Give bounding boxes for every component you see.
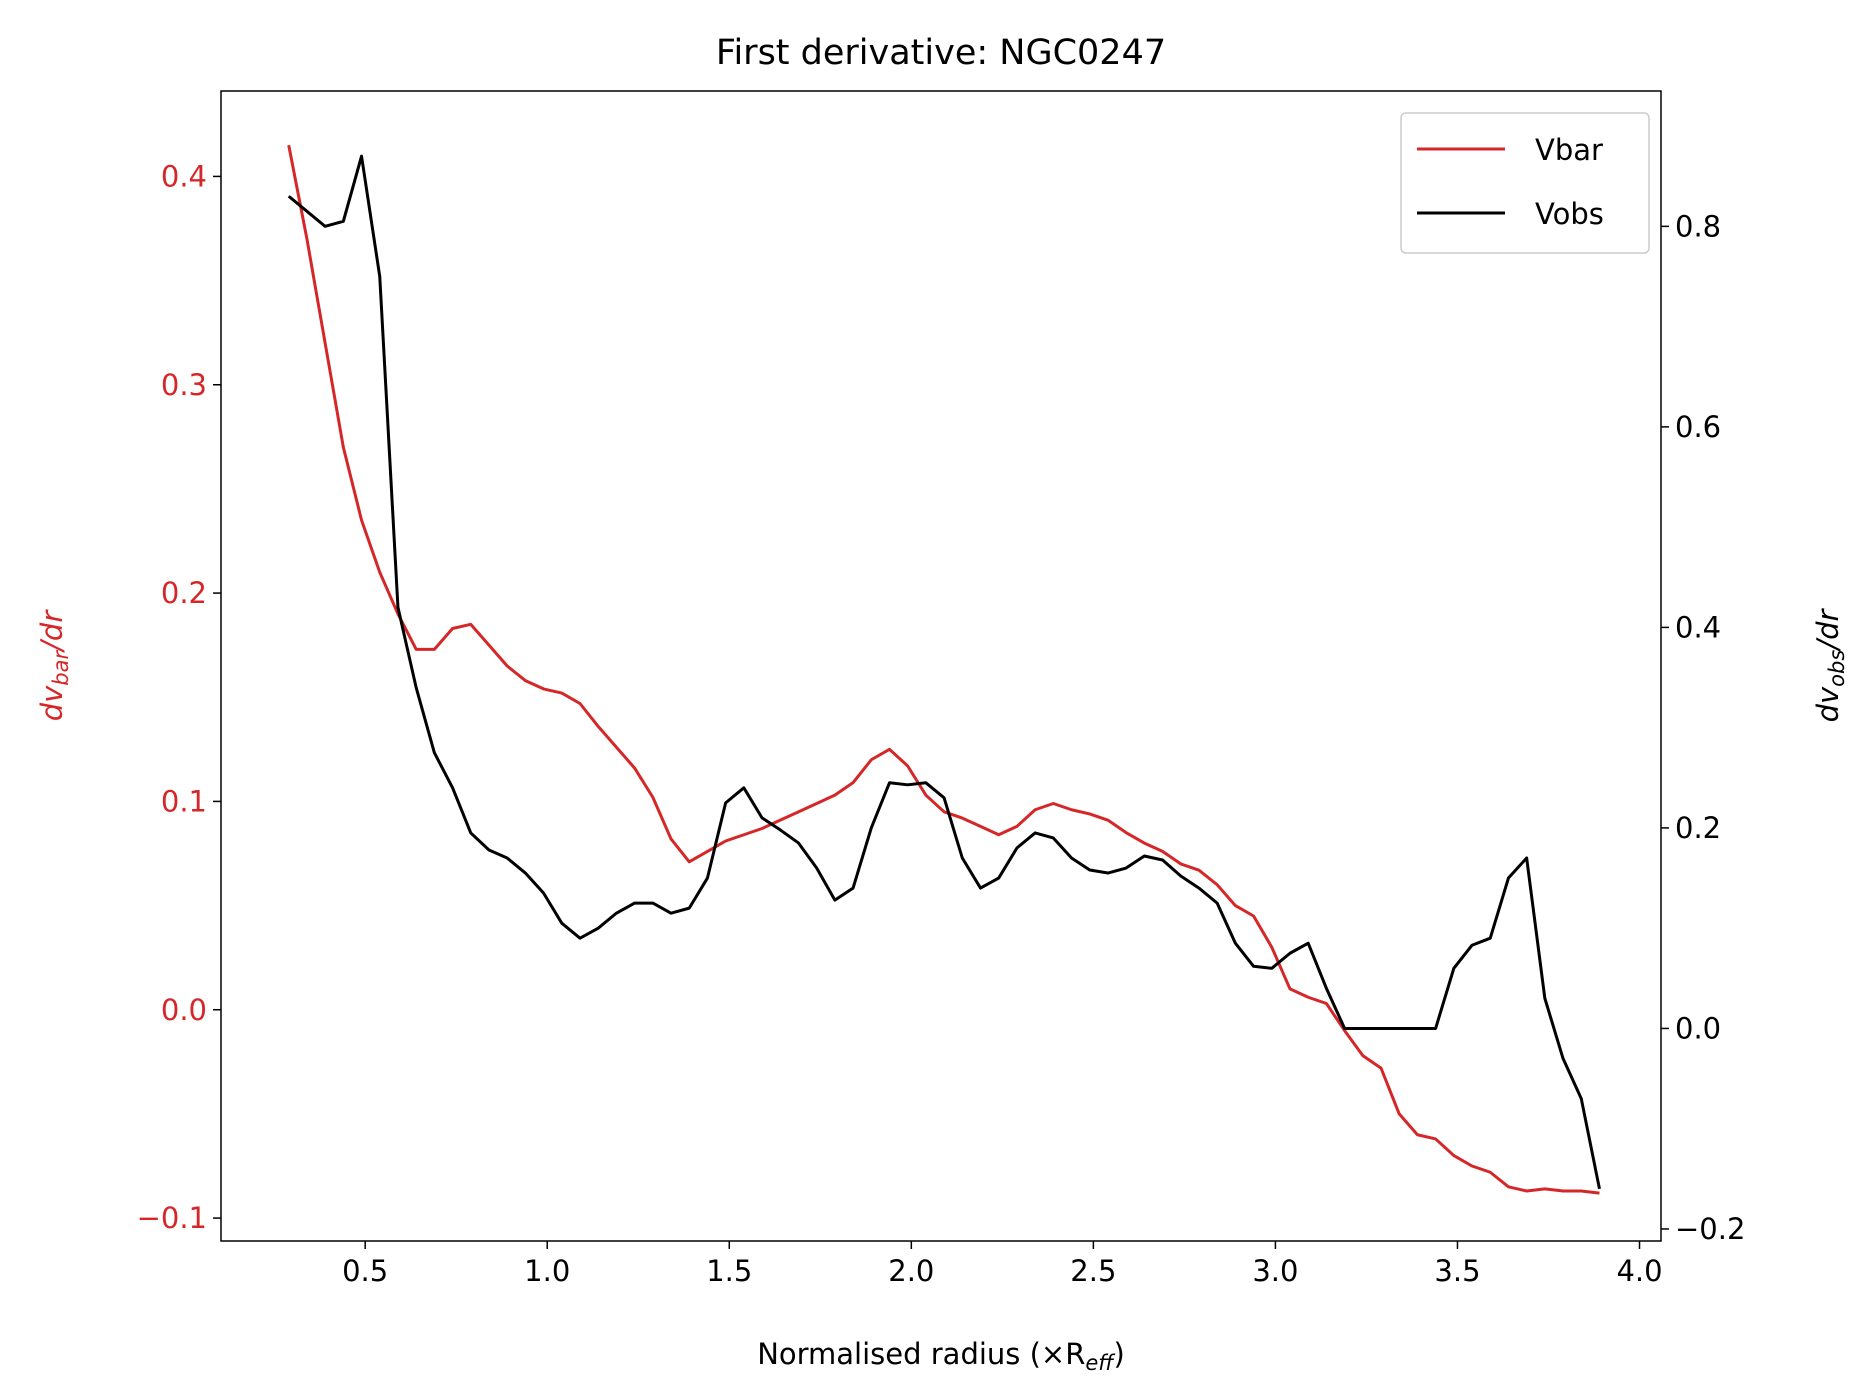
- x-tick-label: 3.5: [1434, 1254, 1480, 1288]
- x-tick-label: 1.5: [706, 1254, 752, 1288]
- chart-title: First derivative: NGC0247: [716, 33, 1166, 73]
- y-label-tail: /dr: [35, 609, 69, 654]
- x-axis-label: Normalised radius (×Reff): [757, 1337, 1125, 1375]
- x-tick-label: 0.5: [342, 1254, 388, 1288]
- legend-frame: [1400, 112, 1650, 254]
- x-tick-label: 2.5: [1070, 1254, 1116, 1288]
- y2-tick-label: 0.6: [1675, 410, 1721, 444]
- x-tick-label: 2.0: [888, 1254, 934, 1288]
- legend: Vbar Vobs: [1400, 112, 1650, 254]
- y-label-text: dv: [35, 685, 69, 721]
- legend-label: Vobs: [1535, 197, 1604, 231]
- y2-label-text: dv: [1811, 686, 1845, 722]
- y-label-sub: bar: [49, 649, 73, 685]
- y-tick-label: −0.1: [137, 1201, 207, 1235]
- y2-tick-label: 0.8: [1675, 209, 1721, 243]
- y2-axis-label: dvobs/dr: [1811, 608, 1849, 723]
- y2-tick-label: −0.2: [1675, 1212, 1745, 1246]
- y2-tick-label: 0.2: [1675, 811, 1721, 845]
- x-tick-label: 4.0: [1616, 1254, 1662, 1288]
- x-label-sub: eff: [1085, 1351, 1116, 1375]
- plot-frame: [220, 90, 1662, 1242]
- series-line: [287, 144, 1600, 1195]
- x-tick-label: 3.0: [1252, 1254, 1298, 1288]
- y-tick-label: 0.3: [161, 368, 207, 402]
- legend-label: Vbar: [1535, 133, 1603, 167]
- x-tick-label: 1.0: [524, 1254, 570, 1288]
- y-tick-label: 0.0: [161, 993, 207, 1027]
- series-line: [287, 154, 1601, 1190]
- x-label-text: Normalised radius (×R: [757, 1337, 1085, 1371]
- y2-tick-label: 0.0: [1675, 1011, 1721, 1045]
- y-axis-label: dvbar/dr: [35, 609, 73, 722]
- y2-label-tail: /dr: [1811, 608, 1845, 653]
- y2-label-sub: obs: [1825, 650, 1849, 687]
- y-tick-label: 0.1: [161, 784, 207, 818]
- y2-tick-label: 0.4: [1675, 610, 1721, 644]
- x-label-tail: ): [1113, 1337, 1124, 1371]
- y-tick-label: 0.4: [161, 159, 207, 193]
- y-tick-label: 0.2: [161, 576, 207, 610]
